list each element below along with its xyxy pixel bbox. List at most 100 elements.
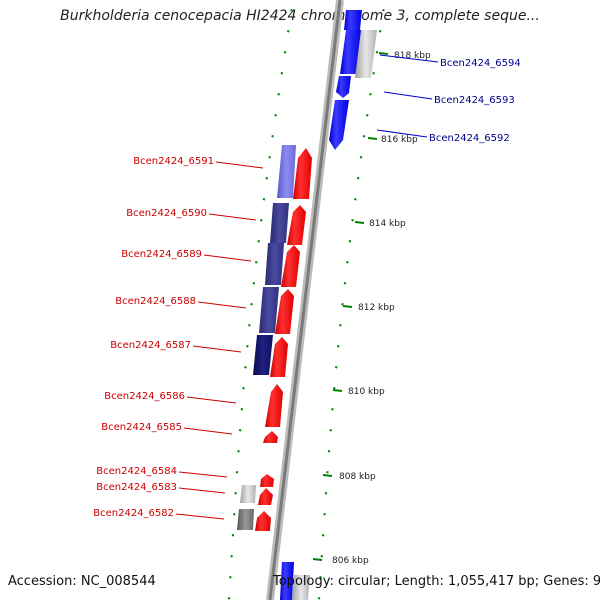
gene-label[interactable]: Bcen2424_6587	[110, 340, 191, 351]
scale-dot	[321, 534, 325, 537]
scale-dot	[359, 156, 363, 159]
gene-arrow[interactable]	[277, 145, 296, 198]
scale-dot	[327, 450, 331, 453]
gene-arrow[interactable]	[287, 205, 306, 245]
scale-dot	[336, 345, 340, 348]
scale-dot	[329, 429, 332, 432]
gene-label[interactable]: Bcen2424_6594	[440, 58, 521, 69]
scale-dot	[230, 555, 233, 558]
scale-dot	[242, 387, 245, 390]
gene-label[interactable]: Bcen2424_6585	[101, 422, 182, 433]
gene-arrow[interactable]	[292, 575, 310, 600]
scale-dot	[362, 135, 366, 138]
gene-arrow[interactable]	[329, 100, 349, 150]
gene-label[interactable]: Bcen2424_6584	[96, 466, 177, 477]
chromosome-backbone	[266, 0, 344, 600]
gene-label[interactable]: Bcen2424_6583	[96, 482, 177, 493]
inner-ring-dots	[227, 9, 293, 600]
scale-dot	[260, 219, 263, 222]
gene-arrow[interactable]	[259, 287, 279, 333]
scale-dot	[317, 597, 321, 600]
scale-dot	[246, 345, 249, 348]
scale-dot	[351, 219, 354, 222]
gene-arrow[interactable]	[355, 30, 377, 78]
gene-label[interactable]: Bcen2424_6593	[434, 95, 515, 106]
map-title: Burkholderia cenocepacia HI2424 chromoso…	[60, 8, 540, 24]
scale-dot	[231, 534, 235, 537]
scale-dot	[265, 177, 269, 180]
gene-arrow[interactable]	[255, 511, 271, 531]
scale-dot	[280, 72, 284, 75]
tick-mark	[367, 137, 378, 140]
tick-label: 818 kbp	[394, 51, 431, 61]
label-leader-lines	[175, 54, 439, 520]
gene-arrow[interactable]	[344, 10, 362, 30]
scale-dot	[334, 366, 338, 369]
tick-mark	[378, 52, 389, 55]
scale-dot	[375, 51, 379, 54]
scale-dot	[331, 408, 334, 411]
gene-label[interactable]: Bcen2424_6592	[429, 133, 510, 144]
scale-dot	[378, 30, 382, 33]
gene-label[interactable]: Bcen2424_6586	[104, 391, 185, 402]
gene-arrow[interactable]	[281, 245, 300, 287]
gene-label[interactable]: Bcen2424_6582	[93, 508, 174, 519]
gene-arrow[interactable]	[275, 289, 294, 334]
scale-dot	[229, 576, 232, 579]
gene-label[interactable]: Bcen2424_6588	[115, 296, 196, 307]
scale-dot	[369, 93, 372, 96]
tick-label: 808 kbp	[339, 472, 376, 482]
gene-arrow[interactable]	[265, 243, 284, 285]
scale-dot	[240, 408, 244, 411]
genome-summary-text: Topology: circular; Length: 1,055,417 bp…	[273, 574, 600, 589]
gene-arrow[interactable]	[270, 203, 289, 243]
gene-arrow[interactable]	[237, 509, 254, 530]
scale-dot	[235, 471, 239, 474]
gene-arrow[interactable]	[260, 474, 274, 487]
gene-arrow[interactable]	[293, 148, 312, 199]
tick-mark	[322, 474, 333, 477]
scale-dot	[238, 429, 242, 432]
scale-dot	[366, 114, 369, 117]
scale-dot	[274, 114, 277, 117]
scale-dot	[319, 576, 322, 579]
scale-dot	[339, 324, 342, 327]
accession-text: Accession: NC_008544	[8, 574, 156, 589]
scale-dot	[356, 177, 360, 180]
scale-dot	[341, 303, 344, 306]
gene-arrow[interactable]	[263, 431, 278, 443]
gene-label[interactable]: Bcen2424_6590	[126, 208, 207, 219]
scale-dot	[227, 597, 231, 600]
gene-arrow[interactable]	[340, 30, 362, 74]
tick-mark	[332, 389, 343, 392]
scale-dot	[257, 240, 260, 243]
tick-label: 806 kbp	[332, 556, 369, 566]
tick-labels: 818 kbp 816 kbp 814 kbp 812 kbp 810 kbp …	[332, 51, 431, 566]
gene-arrow[interactable]	[253, 335, 273, 375]
scale-dot	[244, 366, 247, 369]
scale-dot	[237, 450, 240, 453]
tick-label: 816 kbp	[381, 135, 418, 145]
gene-label[interactable]: Bcen2424_6589	[121, 249, 202, 260]
gene-arrow[interactable]	[280, 562, 294, 600]
forward-gene-labels: Bcen2424_6594 Bcen2424_6593 Bcen2424_659…	[429, 58, 521, 144]
gene-arrow[interactable]	[270, 337, 288, 377]
scale-dot	[333, 387, 336, 390]
tick-label: 810 kbp	[348, 387, 385, 397]
gene-arrow[interactable]	[240, 485, 256, 503]
gene-label[interactable]: Bcen2424_6591	[133, 156, 214, 167]
gene-arrow[interactable]	[265, 384, 283, 427]
forward-strand-genes	[280, 10, 377, 600]
gene-arrow[interactable]	[258, 488, 273, 505]
gene-arrow[interactable]	[336, 76, 351, 98]
scale-dot	[268, 156, 271, 159]
scale-dot	[254, 261, 258, 264]
tick-marks	[312, 52, 389, 561]
tick-mark	[312, 558, 323, 561]
scale-dot	[271, 135, 274, 138]
scale-dot	[233, 513, 236, 516]
tick-label: 814 kbp	[369, 219, 406, 229]
reverse-gene-labels: Bcen2424_6591 Bcen2424_6590 Bcen2424_658…	[93, 156, 214, 519]
reverse-strand-genes	[237, 145, 312, 531]
scale-dot	[277, 93, 280, 96]
